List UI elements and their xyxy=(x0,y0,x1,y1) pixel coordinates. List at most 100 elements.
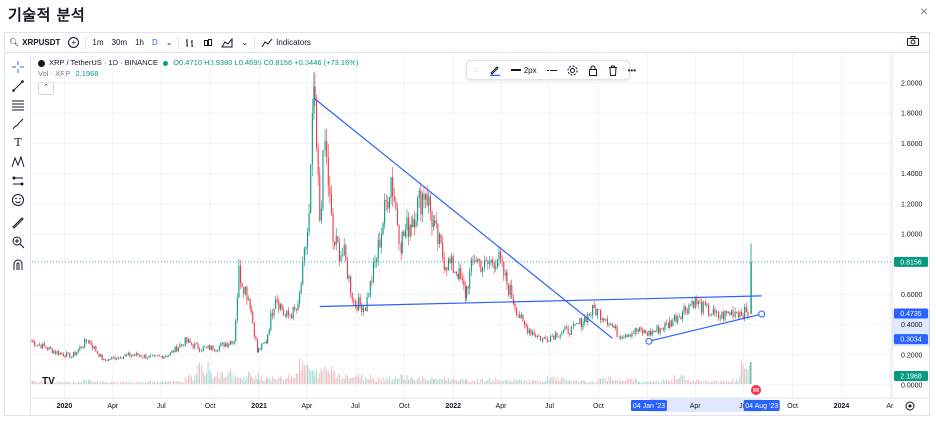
interval-1h[interactable]: 1h xyxy=(135,38,144,47)
volume-bar xyxy=(197,364,199,384)
candle-body xyxy=(310,164,312,213)
candle-body xyxy=(493,263,495,269)
text-tool-icon[interactable]: T xyxy=(14,136,22,149)
y-tick-label: 0.0000 xyxy=(901,383,923,390)
add-symbol-button[interactable]: + xyxy=(64,33,83,53)
candle-body xyxy=(683,306,685,312)
emoji-icon[interactable] xyxy=(11,193,25,207)
divider xyxy=(85,36,87,49)
candle-body xyxy=(600,310,602,321)
volume-bar xyxy=(522,382,524,384)
volume-bar xyxy=(48,382,50,384)
crosshair-icon[interactable] xyxy=(11,60,25,74)
candle-body xyxy=(258,348,260,353)
trendline-descending-resistance xyxy=(313,97,613,339)
candle-body xyxy=(400,243,402,253)
candle-body xyxy=(174,346,176,353)
candle-body xyxy=(704,301,706,306)
prediction-tool-icon[interactable] xyxy=(11,174,25,188)
zoom-in-icon[interactable] xyxy=(11,235,25,249)
volume-bar xyxy=(51,382,53,384)
volume-bar xyxy=(629,379,631,384)
volume-bar xyxy=(511,382,513,384)
indicators-button[interactable]: Indicators xyxy=(257,33,315,53)
volume-bar xyxy=(398,377,400,384)
line-color-button[interactable] xyxy=(484,64,506,76)
candle-body xyxy=(406,217,408,231)
volume-bar xyxy=(688,379,690,384)
candle-body xyxy=(449,258,451,264)
volume-bar xyxy=(235,375,237,384)
volume-bar xyxy=(176,381,178,384)
pattern-tool-icon[interactable] xyxy=(11,155,25,169)
interval-dropdown[interactable]: ⌄ xyxy=(165,38,173,47)
area-style-icon[interactable] xyxy=(217,33,237,53)
fib-tool-icon[interactable] xyxy=(11,98,25,112)
candle-body xyxy=(488,262,490,264)
flag-icon[interactable] xyxy=(750,384,764,396)
magnet-icon[interactable] xyxy=(11,258,25,272)
volume-bar xyxy=(584,381,586,384)
candle-body xyxy=(59,352,61,355)
drag-handle-icon[interactable]: ⁙ xyxy=(472,65,479,75)
volume-bar xyxy=(369,374,371,384)
volume-bar xyxy=(618,378,620,384)
candle-body xyxy=(235,320,237,341)
volume-bar xyxy=(570,380,572,384)
settings-button[interactable] xyxy=(562,65,583,76)
candle-body xyxy=(678,316,680,318)
xrp-logo-icon xyxy=(38,59,45,67)
candle-body xyxy=(739,311,741,318)
y-price-label-text: 0.8156 xyxy=(900,259,922,266)
candle-body xyxy=(191,342,193,345)
volume-bar xyxy=(598,378,600,384)
candle-body xyxy=(732,310,734,318)
camera-icon[interactable] xyxy=(907,36,919,49)
volume-bar xyxy=(694,381,696,384)
candle-body xyxy=(558,337,560,338)
interval-30m[interactable]: 30m xyxy=(111,38,128,47)
close-icon[interactable]: × xyxy=(919,3,928,19)
lock-button[interactable] xyxy=(583,65,603,76)
ruler-icon[interactable] xyxy=(11,216,25,230)
candle-body xyxy=(50,347,52,349)
reset-scale-icon[interactable] xyxy=(904,400,916,412)
x-tick-label: Apr xyxy=(107,403,119,410)
candle-body xyxy=(737,312,739,318)
interval-active[interactable]: D xyxy=(151,38,158,47)
x-tick-label: 2024 xyxy=(834,403,850,410)
interval-1m[interactable]: 1m xyxy=(92,38,104,47)
candle-body xyxy=(680,316,682,320)
more-options-icon[interactable]: ••• xyxy=(627,65,637,75)
candle-body xyxy=(546,338,548,342)
symbol-search[interactable]: 🔍︎ XRPUSDT xyxy=(5,33,64,53)
volume-bar xyxy=(182,382,184,384)
candle-body xyxy=(681,311,684,320)
volume-bar xyxy=(354,377,356,384)
delete-button[interactable] xyxy=(603,65,623,76)
chart-type-dropdown[interactable]: ⌄ xyxy=(241,38,249,47)
candle-body xyxy=(368,296,370,298)
candle-body xyxy=(354,301,356,306)
candle-body xyxy=(303,248,305,262)
volume-bar xyxy=(42,382,44,384)
candle-body xyxy=(340,255,342,262)
candle-body xyxy=(145,355,147,359)
x-tick-label: Apr xyxy=(302,403,314,410)
volume-bar xyxy=(62,382,64,384)
line-width-button[interactable]: 2px xyxy=(506,66,542,75)
bars-style-icon[interactable] xyxy=(181,33,199,53)
volume-bar xyxy=(675,379,677,384)
line-style-button[interactable] xyxy=(542,69,562,71)
candle-body xyxy=(342,255,344,256)
volume-bar xyxy=(620,381,622,384)
volume-bar xyxy=(551,377,553,384)
volume-bar xyxy=(454,380,456,384)
candle-body xyxy=(525,324,527,327)
candles-style-icon[interactable] xyxy=(199,33,217,53)
brush-tool-icon[interactable] xyxy=(11,117,25,131)
candle-body xyxy=(35,345,37,346)
volume-bar xyxy=(135,381,137,384)
trendline-tool-icon[interactable] xyxy=(11,79,25,93)
